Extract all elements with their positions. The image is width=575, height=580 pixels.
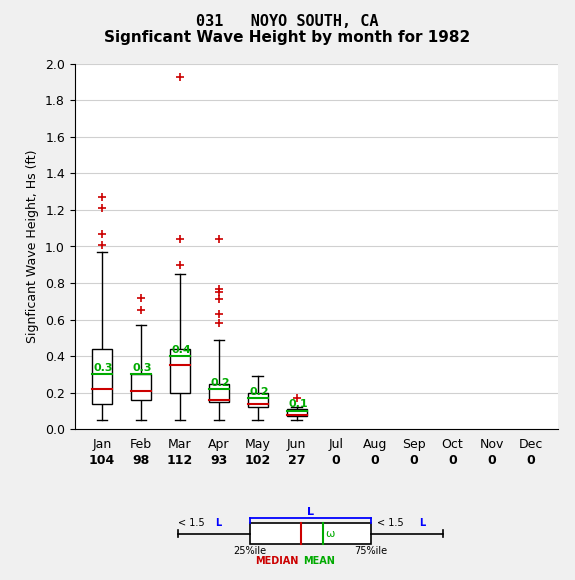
Text: Oct: Oct [442,438,463,451]
Text: 112: 112 [167,454,193,466]
Text: Jun: Jun [287,438,306,451]
Text: 93: 93 [210,454,228,466]
Y-axis label: Signficant Wave Height, Hs (ft): Signficant Wave Height, Hs (ft) [26,150,40,343]
Text: 031   NOYO SOUTH, CA: 031 NOYO SOUTH, CA [196,14,379,30]
Text: Nov: Nov [480,438,504,451]
Text: Feb: Feb [130,438,152,451]
Bar [248,393,267,407]
Bar [209,383,229,402]
Text: Signficant Wave Height by month for 1982: Signficant Wave Height by month for 1982 [105,30,470,45]
Bar [170,349,190,393]
Text: 75%ile: 75%ile [355,546,388,556]
Text: Aug: Aug [362,438,387,451]
Text: Jan: Jan [93,438,112,451]
Text: 0: 0 [370,454,379,466]
Text: 0.3: 0.3 [94,363,113,373]
Text: 102: 102 [245,454,271,466]
Bar [131,375,151,400]
Text: 0: 0 [526,454,535,466]
Text: L: L [307,507,314,517]
Text: 0: 0 [331,454,340,466]
Text: Mar: Mar [168,438,191,451]
Text: 98: 98 [132,454,150,466]
Text: MEDIAN: MEDIAN [255,556,298,566]
Text: Apr: Apr [208,438,229,451]
Text: < 1.5: < 1.5 [377,519,407,528]
Text: < 1.5: < 1.5 [178,519,208,528]
Text: 0: 0 [448,454,457,466]
Text: L: L [215,519,221,528]
Text: L: L [420,519,426,528]
Text: 0.2: 0.2 [210,378,230,387]
Bar [287,409,306,416]
Bar [92,349,112,404]
Text: 25%ile: 25%ile [233,546,266,556]
Text: MEAN: MEAN [304,556,335,566]
Text: 0.2: 0.2 [249,387,269,397]
Text: 27: 27 [288,454,305,466]
Text: 0.4: 0.4 [171,345,191,354]
Text: Dec: Dec [518,438,543,451]
Text: May: May [245,438,271,451]
Text: ω: ω [325,528,335,539]
Text: 0: 0 [487,454,496,466]
Text: 0.1: 0.1 [288,400,308,409]
Text: 0: 0 [409,454,418,466]
Text: 0.3: 0.3 [132,363,152,373]
Text: Jul: Jul [328,438,343,451]
Text: 104: 104 [89,454,115,466]
Text: Sep: Sep [402,438,426,451]
Bar [250,523,371,544]
